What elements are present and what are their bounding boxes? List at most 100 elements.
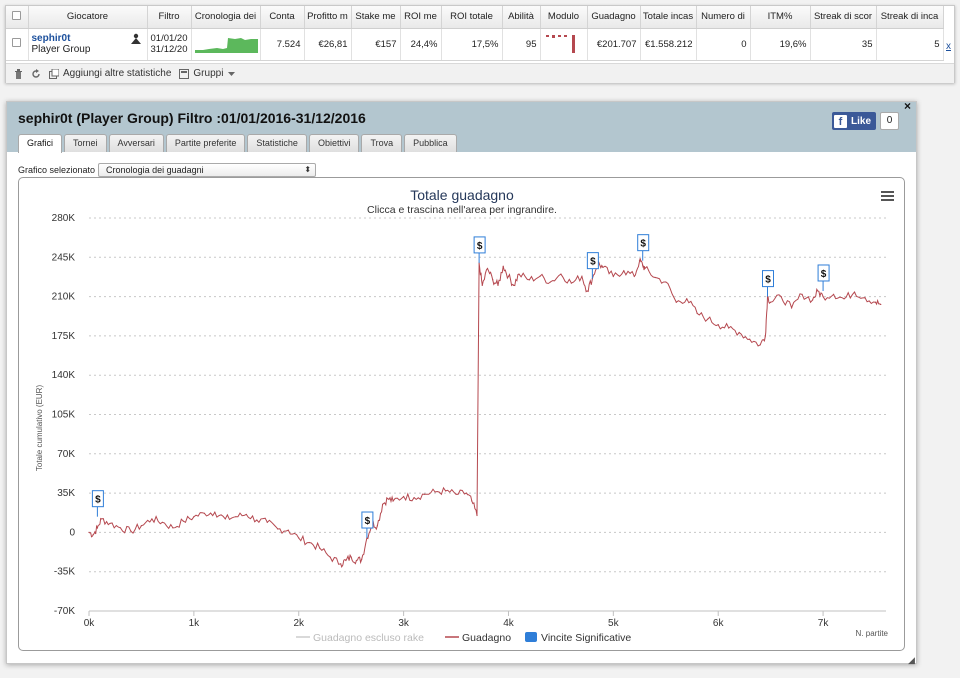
history-sparkline-cell[interactable] [191,28,261,61]
series-line-guadagno[interactable] [88,258,882,569]
chart-selector-dropdown[interactable]: Cronologia dei guadagni ⬍ [98,163,317,177]
trash-icon[interactable] [14,68,23,79]
data-point-guadagno [235,516,237,518]
data-point-guadagno [119,527,122,529]
facebook-like-label: Like [851,115,872,127]
data-point-guadagno [256,519,258,521]
row-checkbox[interactable] [12,38,22,47]
chart-title: Totale guadagno [410,187,514,203]
history-sparkline[interactable] [194,33,258,53]
groups-button[interactable]: Gruppi [193,68,224,79]
significant-win-flag[interactable]: $ [91,490,104,517]
chart-selector-row: Grafico selezionato Cronologia dei guada… [18,163,317,177]
tab-charts[interactable]: Grafici [18,134,63,153]
header-avg-profit[interactable]: Profitto m [304,6,352,29]
significant-win-flag[interactable]: $ [637,234,650,261]
header-total-cashed[interactable]: Totale incas [640,6,697,29]
tab-find[interactable]: Trova [361,134,403,152]
header-form[interactable]: Modulo [540,6,588,29]
data-point-guadagno [277,528,279,530]
significant-win-flag[interactable]: $ [586,252,599,279]
data-point-guadagno [843,298,845,300]
flag-label: $ [821,269,827,280]
header-avg-roi[interactable]: ROI me [400,6,442,29]
tab-tournaments[interactable]: Tornei [64,134,107,152]
player-name-link[interactable]: sephir0t [31,33,71,44]
form-cell[interactable] [540,28,588,61]
legend-item-rake[interactable]: Guadagno escluso rake [296,632,424,644]
data-point-guadagno [528,279,531,281]
data-point-guadagno [675,301,677,303]
data-point-guadagno [764,335,767,337]
data-point-guadagno [92,534,94,536]
tab-publish[interactable]: Pubblica [404,134,457,152]
data-point-guadagno [96,527,98,529]
data-point-guadagno [423,493,426,495]
flag-label: $ [95,495,101,506]
legend-item-guadagno[interactable]: Guadagno [445,632,511,644]
header-history[interactable]: Cronologia dei [191,6,261,29]
tab-goals[interactable]: Obiettivi [308,134,360,152]
significant-win-flag[interactable]: $ [761,270,774,297]
data-point-guadagno [707,318,709,320]
table-row[interactable]: sephir0t Player Group 01/01/20 31/12/20 [6,28,944,61]
header-count[interactable]: Conta [260,6,305,29]
facebook-like-widget[interactable]: f Like 0 [832,112,900,130]
header-avg-stake[interactable]: Stake me [351,6,401,29]
y-axis-label: Totale cumulativo (EUR) [35,385,44,472]
add-stats-icon[interactable] [49,68,59,79]
flag-box [817,264,830,282]
player-cell[interactable]: sephir0t Player Group [28,28,148,61]
close-icon[interactable]: × [904,99,912,113]
header-select-all[interactable] [6,6,29,29]
select-all-checkbox[interactable] [12,10,22,20]
header-streak-loss[interactable]: Streak di scor [810,6,877,29]
row-select-cell[interactable] [6,28,29,61]
data-point-guadagno [507,275,510,277]
remove-row-link[interactable]: x [946,41,951,52]
header-filter[interactable]: Filtro [147,6,192,29]
tab-opponents[interactable]: Avversari [108,134,164,152]
header-ability[interactable]: Abilità [502,6,541,29]
y-tick-label: 140K [52,370,76,381]
chevron-down-icon[interactable] [227,71,236,77]
data-point-guadagno [486,267,489,270]
header-profit[interactable]: Guadagno [587,6,641,29]
facebook-like-button[interactable]: f Like [832,112,877,130]
chart-container[interactable]: -70K -35K 0 35K 70K 105K 140K 175K 210K 245K 280K … [18,177,905,651]
data-point-guadagno [392,500,394,502]
significant-win-flag[interactable]: $ [473,236,486,263]
data-point-guadagno [434,491,436,493]
data-point-guadagno [696,312,698,315]
data-point-guadagno [465,492,468,494]
header-total-roi[interactable]: ROI totale [441,6,503,29]
data-point-guadagno [382,503,384,505]
refresh-icon[interactable] [31,68,41,79]
player-group-icon[interactable] [130,33,142,45]
significant-win-flag[interactable]: $ [817,264,830,291]
header-streak-cash[interactable]: Streak di inca [876,6,944,29]
header-player[interactable]: Giocatore [28,6,148,29]
groups-icon[interactable] [179,68,190,79]
chart-selector-value: Cronologia dei guadagni [106,165,204,175]
significant-win-flag[interactable]: $ [361,511,374,539]
tab-statistics[interactable]: Statistiche [247,134,307,152]
data-point-guadagno [214,511,216,513]
chart-menu-icon[interactable] [881,191,894,201]
resize-handle-icon[interactable]: ◢ [908,655,915,665]
data-point-guadagno [361,558,363,560]
add-stats-button[interactable]: Aggiungi altre statistiche [63,68,172,79]
profit-chart[interactable]: -70K-35K035K70K105K140K175K210K245K280K … [19,178,905,651]
tab-favorite-games[interactable]: Partite preferite [165,134,246,152]
legend-item-significant[interactable]: Vincite Significative [525,632,631,644]
number-of-cell: 0 [696,28,751,61]
data-point-guadagno [581,275,583,277]
data-point-guadagno [140,525,143,527]
header-itm[interactable]: ITM% [750,6,811,29]
data-point-guadagno [738,331,740,334]
x-tick-label: 0k [84,618,96,629]
form-bars[interactable] [544,32,584,54]
x-tick-label: 6k [713,618,725,629]
header-number-of[interactable]: Numero di [696,6,751,29]
data-point-guadagno [413,496,415,499]
